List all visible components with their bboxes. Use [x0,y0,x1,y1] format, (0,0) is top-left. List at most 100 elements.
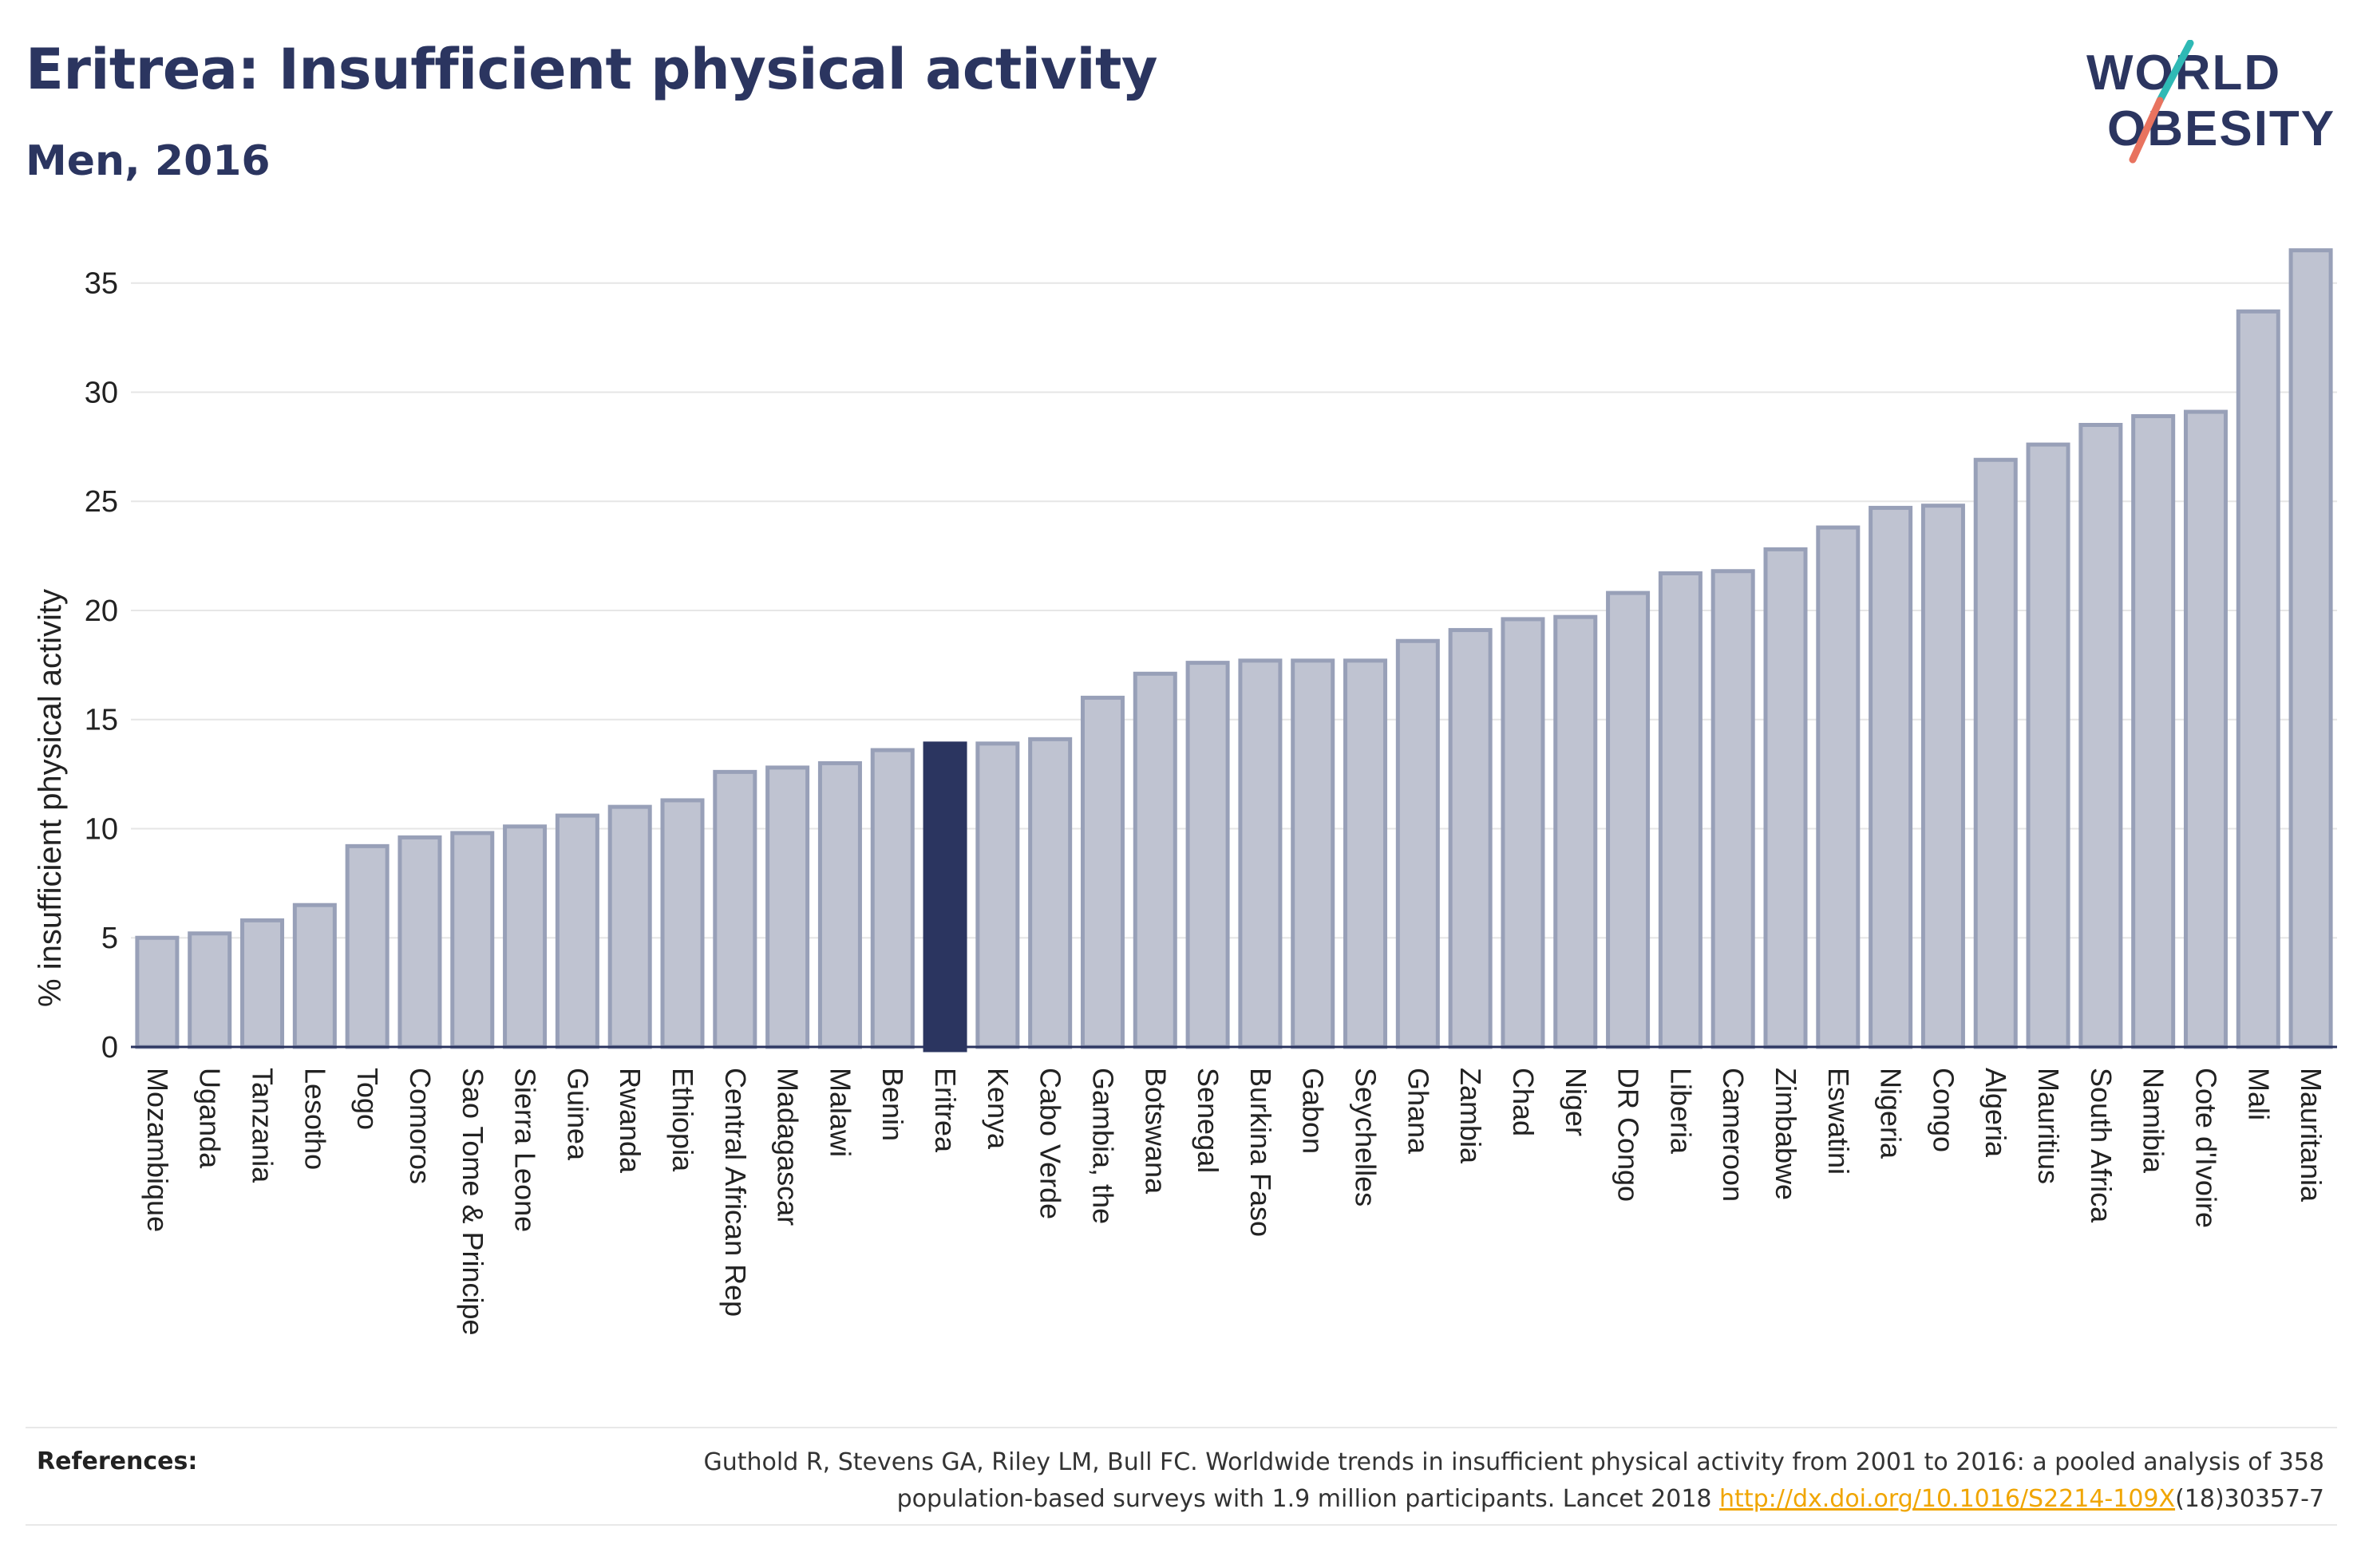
tick-labels: 0 5 10 15 20 25 30 35 Mozambique Uganda Tanzania Le… [85,267,2327,1336]
bar [1710,569,1755,1049]
bar [1869,505,1913,1049]
x-tick-label: Gabon [1297,1068,1330,1154]
bar [292,902,337,1049]
references-label: References: [37,1448,198,1475]
x-tick-label: Chad [1507,1068,1540,1136]
bar [555,813,599,1049]
x-tick-label: Malawi [824,1068,856,1157]
x-tick-label: Nigeria [1875,1068,1908,1159]
bar [2026,442,2070,1049]
y-axis-label: % insufficient physical activity [33,589,68,1007]
x-tick-label: Senegal [1192,1068,1224,1173]
bar-highlight [923,741,967,1053]
reference-line-2: population-based surveys with 1.9 millio… [488,1481,2324,1518]
x-tick-label: Sierra Leone [509,1068,542,1232]
x-tick-label: Sao Tome & Principe [457,1068,489,1336]
x-tick-label: Namibia [2138,1068,2170,1174]
bar [1973,457,2018,1049]
reference-line-2-prefix: population-based surveys with 1.9 millio… [896,1485,1720,1513]
x-tick-label: Eritrea [929,1068,962,1153]
bar [397,835,442,1049]
x-tick-label: Guinea [561,1068,594,1161]
bar [1816,525,1861,1049]
x-tick-label: Burkina Faso [1244,1068,1277,1237]
bar [2236,309,2280,1049]
reference-line-1: Guthold R, Stevens GA, Riley LM, Bull FC… [703,1448,2324,1476]
bar [1448,628,1493,1049]
bar [2183,409,2228,1049]
x-tick-label: Rwanda [614,1068,647,1174]
logo-slash-coral [2129,97,2164,164]
bar [1133,671,1177,1049]
y-tick-label: 0 [101,1031,118,1064]
bar [1553,614,1598,1049]
x-tick-label: Comoros [404,1068,437,1184]
x-tick-label: South Africa [2085,1068,2118,1223]
x-tick-label: Central African Rep [719,1068,752,1317]
reference-doi-link[interactable]: http://dx.doi.org/10.1016/S2214-109X [1719,1485,2176,1513]
x-tick-label: Togo [351,1068,384,1130]
bar [1343,658,1388,1049]
y-tick-label: 35 [85,267,118,301]
x-tick-label: Mali [2242,1068,2275,1120]
x-tick-label: Benin [876,1068,909,1141]
bar [1238,658,1283,1049]
reference-line-2-suffix: (18)30357-7 [2175,1485,2324,1513]
references-top-divider [26,1427,2337,1428]
x-tick-label: Botswana [1139,1068,1172,1195]
world-obesity-logo: WORLD OBESITY [2086,40,2334,164]
bar [1395,638,1440,1049]
y-tick-label: 15 [85,704,118,737]
bar [240,918,285,1049]
references-text: Guthold R, Stevens GA, Riley LM, Bull FC… [488,1444,2324,1518]
y-tick-label: 10 [85,812,118,846]
bar [713,769,757,1049]
y-tick-label: 25 [85,485,118,519]
x-tick-label: Eswatini [1822,1068,1855,1175]
x-tick-label: Niger [1560,1068,1592,1136]
y-tick-label: 30 [85,376,118,409]
x-tick-label: Tanzania [247,1068,279,1183]
bar [1291,658,1335,1049]
x-tick-label: Kenya [982,1068,1014,1150]
bar [1606,590,1651,1049]
x-tick-label: Gambia, the [1086,1068,1119,1224]
x-tick-label: Zambia [1454,1068,1487,1164]
x-tick-label: Congo [1927,1068,1960,1152]
x-tick-label: Algeria [1979,1068,2012,1158]
bar [1763,547,1808,1049]
x-tick-label: Mauritania [2295,1068,2327,1203]
bar [1658,571,1703,1049]
bar [1501,617,1545,1049]
bar [2078,422,2123,1049]
bar [2131,414,2176,1049]
x-tick-label: Zimbabwe [1770,1068,1802,1200]
bar [1185,661,1230,1049]
bar [817,760,862,1049]
x-tick-label: Cameroon [1717,1068,1750,1202]
bar [345,843,390,1049]
bar [660,798,705,1049]
logo-slash-teal [2156,40,2194,105]
bar [765,765,810,1049]
bar [503,824,548,1049]
bar [1028,737,1073,1049]
bar [450,831,495,1049]
bar [1080,695,1125,1049]
y-tick-label: 20 [85,594,118,628]
bar [2288,248,2333,1049]
x-tick-label: Cabo Verde [1034,1068,1067,1219]
x-tick-label: Lesotho [299,1068,331,1170]
references-bottom-divider [26,1524,2337,1526]
grid-lines [131,282,2337,939]
x-tick-label: Ghana [1402,1068,1434,1155]
x-tick-label: Uganda [194,1068,227,1169]
bar [135,935,180,1049]
bar [1920,504,1965,1049]
x-tick-label: Seychelles [1350,1068,1382,1207]
bar-chart: 0 5 10 15 20 25 30 35 Mozambique Uganda Tanzania Le… [33,248,2337,1336]
x-tick-label: Ethiopia [666,1068,699,1172]
x-tick-label: Cote d'Ivoire [2189,1068,2222,1228]
x-tick-label: Mauritius [2032,1068,2065,1184]
x-tick-label: Madagascar [772,1068,805,1226]
